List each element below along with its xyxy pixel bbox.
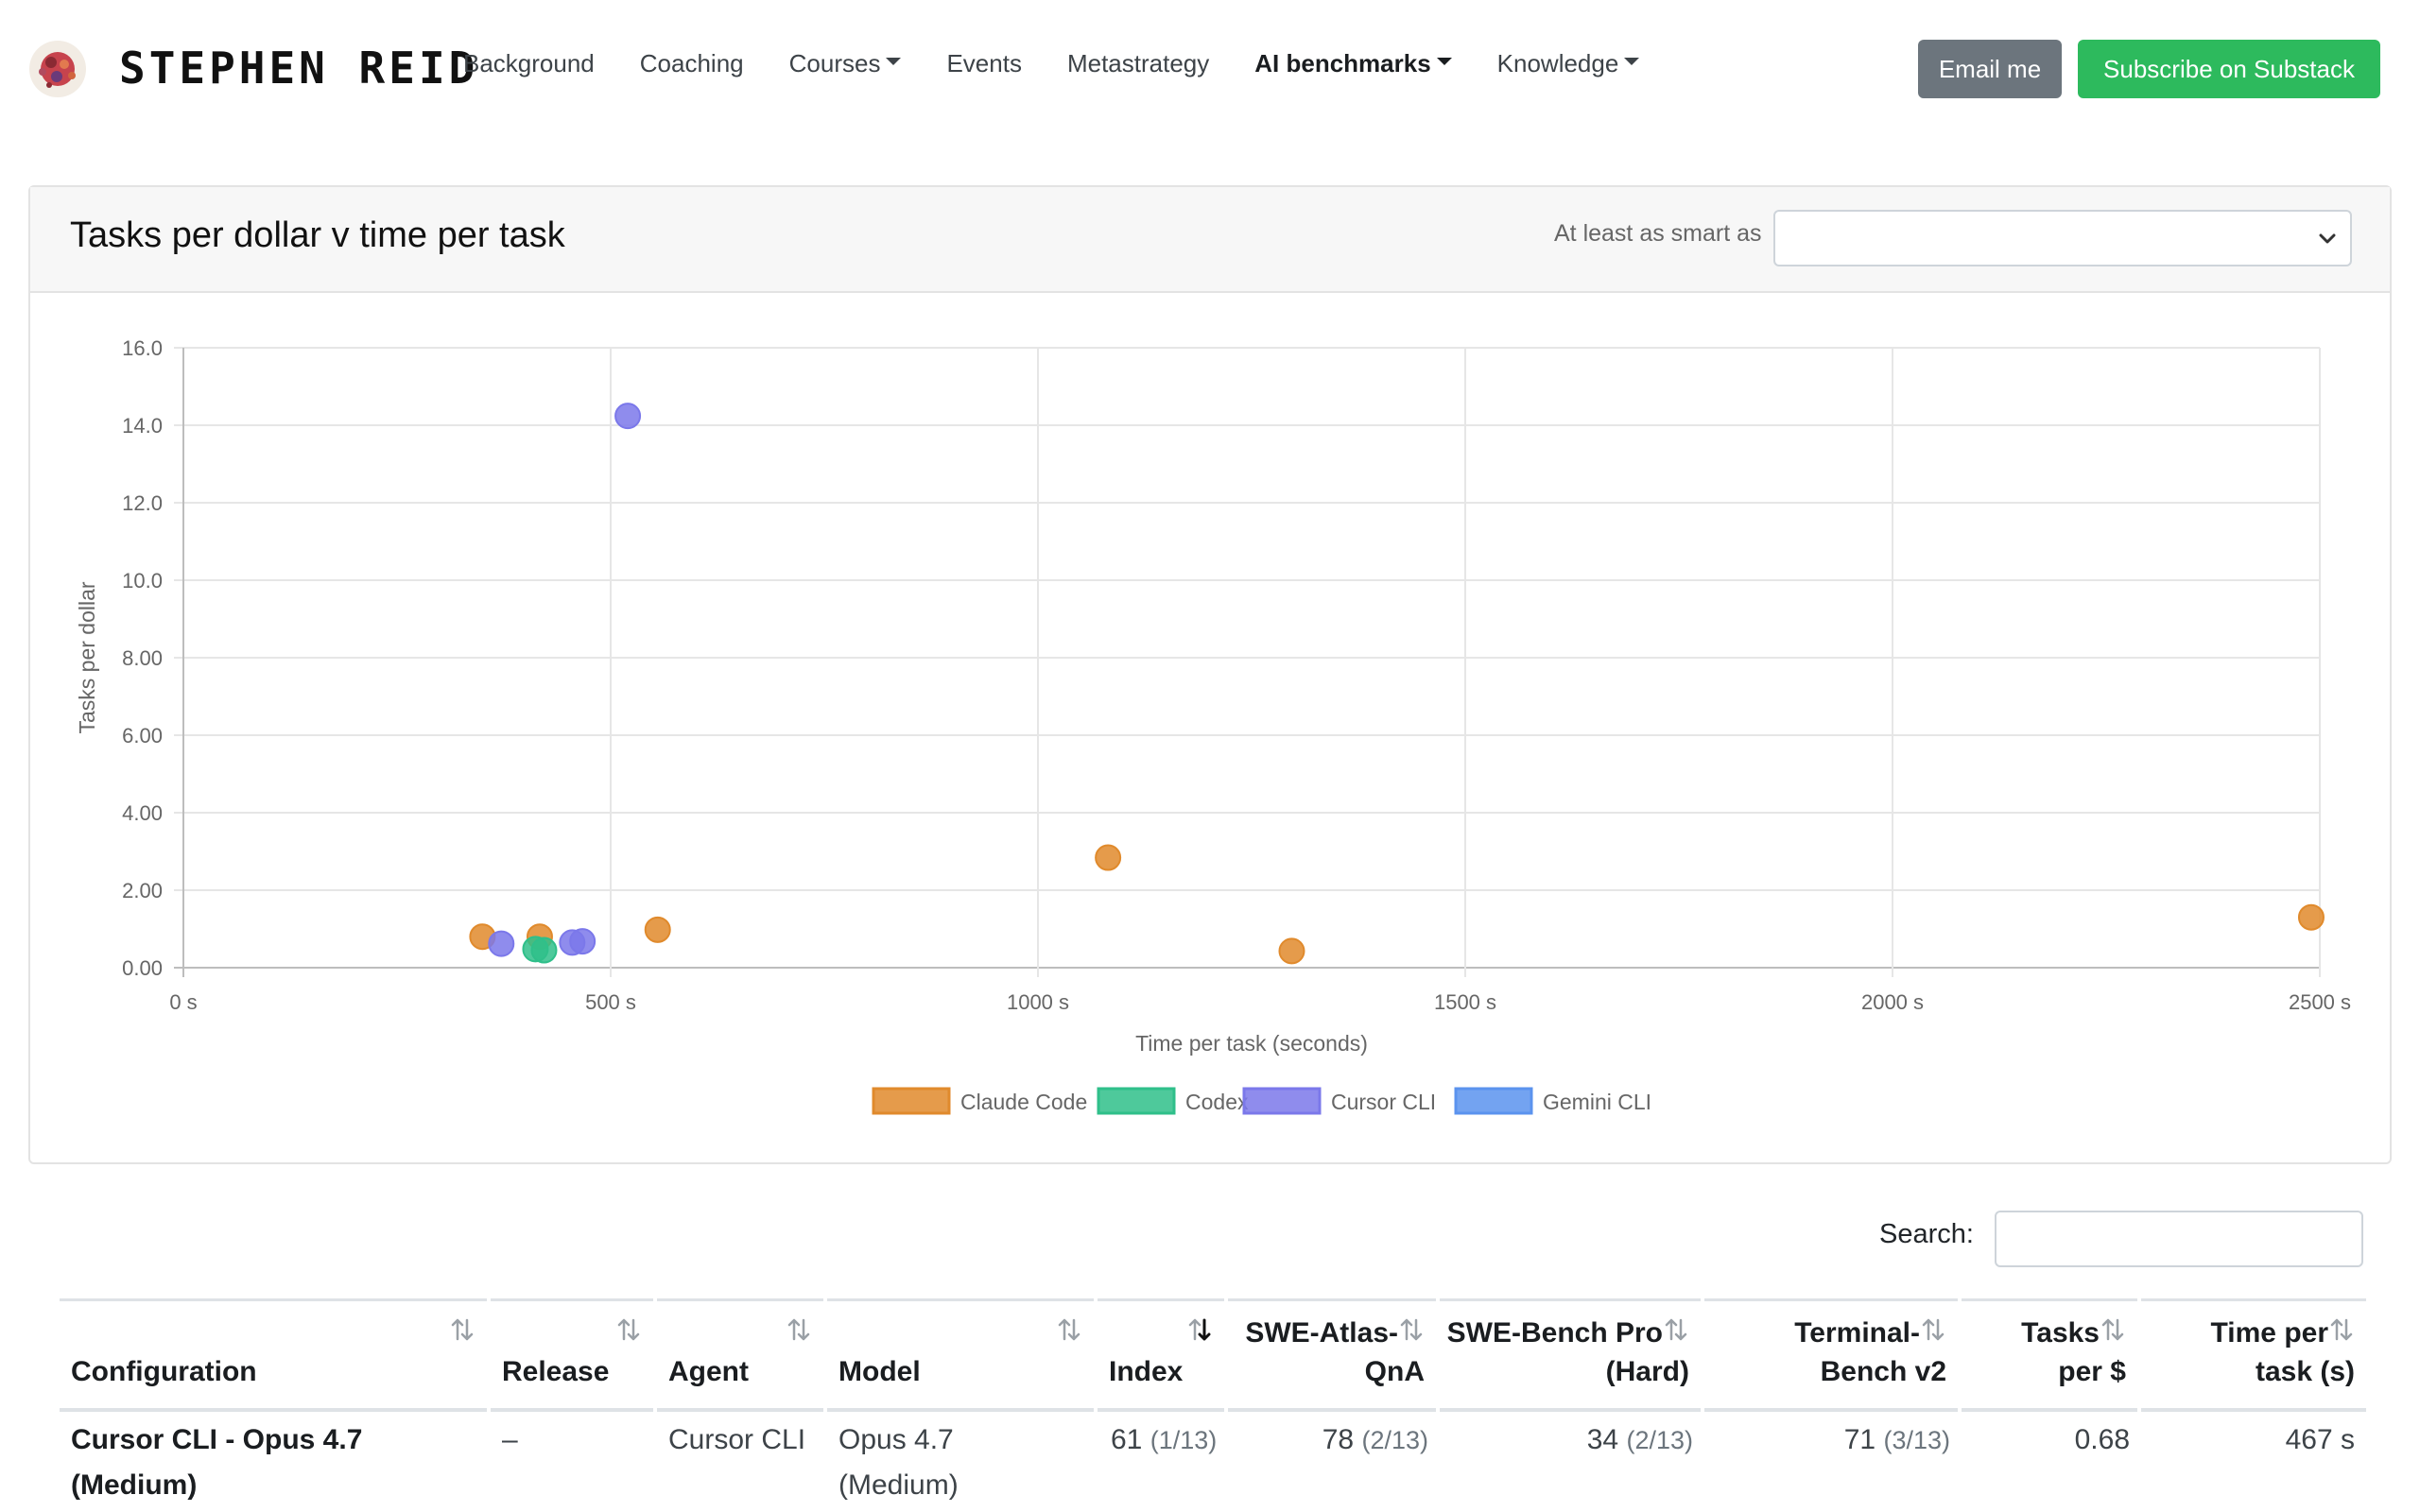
data-point <box>530 936 558 964</box>
cell-agent: Cursor CLI <box>668 1424 806 1455</box>
nav-link-ai-benchmarks[interactable]: AI benchmarks <box>1254 49 1452 78</box>
data-point <box>1095 844 1122 871</box>
legend-swatch <box>1097 1087 1176 1115</box>
col-header-model[interactable]: Model <box>827 1298 1094 1412</box>
cell-index: 61 (1/13) <box>1111 1424 1218 1455</box>
nav-link-courses[interactable]: Courses <box>789 49 902 78</box>
col-header-configuration[interactable]: Configuration <box>60 1298 487 1412</box>
y-axis-label: Tasks per dollar <box>75 581 99 733</box>
nav-link-events[interactable]: Events <box>946 49 1022 77</box>
cell-swe-atlas: 78 (2/13) <box>1322 1424 1428 1455</box>
sort-icon <box>1922 1318 1945 1341</box>
sort-icon <box>451 1318 474 1341</box>
sort-icon <box>1058 1318 1080 1341</box>
x-tick-label: 500 s <box>585 990 636 1014</box>
data-point <box>1278 937 1305 965</box>
sort-icon <box>617 1318 640 1341</box>
sort-icon <box>1400 1318 1423 1341</box>
data-point <box>644 916 671 943</box>
y-tick-label: 4.00 <box>122 801 163 825</box>
sort-icon <box>1665 1318 1687 1341</box>
logo-wordmark[interactable]: STEPHEN REID <box>119 43 479 94</box>
caret-down-icon <box>1436 57 1452 65</box>
col-header-index[interactable]: Index <box>1098 1298 1224 1412</box>
cell-configuration: Cursor CLI - Opus 4.7 (Medium) <box>71 1424 363 1501</box>
legend-label: Gemini CLI <box>1543 1090 1651 1114</box>
y-tick-label: 12.0 <box>122 491 163 515</box>
sort-icon <box>787 1318 810 1341</box>
col-header-time-per-task[interactable]: Time per task (s) <box>2141 1298 2366 1412</box>
cell-model: Opus 4.7 (Medium) <box>838 1424 959 1501</box>
x-tick-label: 2000 s <box>1861 990 1924 1014</box>
x-tick-label: 0 s <box>169 990 197 1014</box>
card-header: Tasks per dollar v time per task At leas… <box>30 187 2390 293</box>
navbar: STEPHEN REID Background Coaching Courses Ev… <box>0 0 2420 134</box>
y-tick-label: 16.0 <box>122 336 163 360</box>
y-tick-label: 10.0 <box>122 569 163 593</box>
data-point <box>2297 903 2325 931</box>
cell-time-per-task: 467 s <box>2285 1424 2355 1455</box>
nav-link-background[interactable]: Background <box>463 49 595 77</box>
legend-label: Claude Code <box>960 1090 1087 1114</box>
legend-swatch <box>1242 1087 1322 1115</box>
nav-link-metastrategy[interactable]: Metastrategy <box>1066 49 1210 77</box>
scatter-chart: 0.00 2.00 4.00 6.00 8.00 10.0 12.0 14.0 16.0 0 s 5… <box>75 336 2351 1115</box>
sort-icon <box>2101 1318 2124 1341</box>
cell-swe-bench-pro: 34 (2/13) <box>1586 1424 1693 1455</box>
legend-swatch <box>1454 1087 1533 1115</box>
data-point <box>488 930 515 957</box>
caret-down-icon <box>1624 57 1640 65</box>
x-tick-label: 1000 s <box>1007 990 1069 1014</box>
search-input[interactable] <box>1995 1211 2363 1267</box>
legend-label: Cursor CLI <box>1331 1090 1436 1114</box>
cell-release: – <box>502 1424 518 1455</box>
col-header-tasks-per-dollar[interactable]: Tasks per $ <box>1962 1298 2137 1412</box>
email-me-button[interactable]: Email me <box>1918 40 2062 98</box>
filter-label: At least as smart as <box>1554 220 1762 247</box>
nav-link-coaching[interactable]: Coaching <box>639 49 744 77</box>
cell-tasks-per-dollar: 0.68 <box>2074 1424 2130 1455</box>
cell-terminal-bench: 71 (3/13) <box>1843 1424 1950 1455</box>
chevron-down-icon <box>2319 233 2336 244</box>
y-tick-label: 0.00 <box>122 956 163 980</box>
y-tick-label: 8.00 <box>122 646 163 670</box>
col-header-terminal-bench[interactable]: Terminal- Bench v2 <box>1704 1298 1958 1412</box>
subscribe-button[interactable]: Subscribe on Substack <box>2078 40 2380 98</box>
x-axis-label: Time per task (seconds) <box>1135 1031 1368 1056</box>
col-header-agent[interactable]: Agent <box>657 1298 823 1412</box>
sort-desc-icon <box>1188 1318 1211 1341</box>
sort-icon <box>2330 1318 2353 1341</box>
data-point <box>614 403 642 430</box>
col-header-swe-bench-pro[interactable]: SWE-Bench Pro (Hard) <box>1440 1298 1701 1412</box>
legend-label: Codex <box>1185 1090 1249 1114</box>
nav-link-knowledge[interactable]: Knowledge <box>1497 49 1640 78</box>
y-tick-label: 14.0 <box>122 414 163 438</box>
nav-links: Background Coaching Courses Events Metastrat… <box>463 49 1685 78</box>
card-title: Tasks per dollar v time per task <box>70 215 565 255</box>
x-tick-label: 2500 s <box>2289 990 2351 1014</box>
y-tick-label: 2.00 <box>122 879 163 902</box>
x-tick-label: 1500 s <box>1434 990 1496 1014</box>
legend-swatch <box>872 1087 951 1115</box>
data-point <box>569 928 596 955</box>
y-tick-label: 6.00 <box>122 724 163 747</box>
chart-card: Tasks per dollar v time per task At leas… <box>28 185 2392 1164</box>
smartness-filter-select[interactable] <box>1773 210 2352 266</box>
caret-down-icon <box>886 57 902 65</box>
col-header-release[interactable]: Release <box>491 1298 653 1412</box>
col-header-swe-atlas[interactable]: SWE-Atlas- QnA <box>1228 1298 1436 1412</box>
search-label: Search: <box>1879 1219 1974 1249</box>
logo-icon[interactable] <box>28 40 87 98</box>
